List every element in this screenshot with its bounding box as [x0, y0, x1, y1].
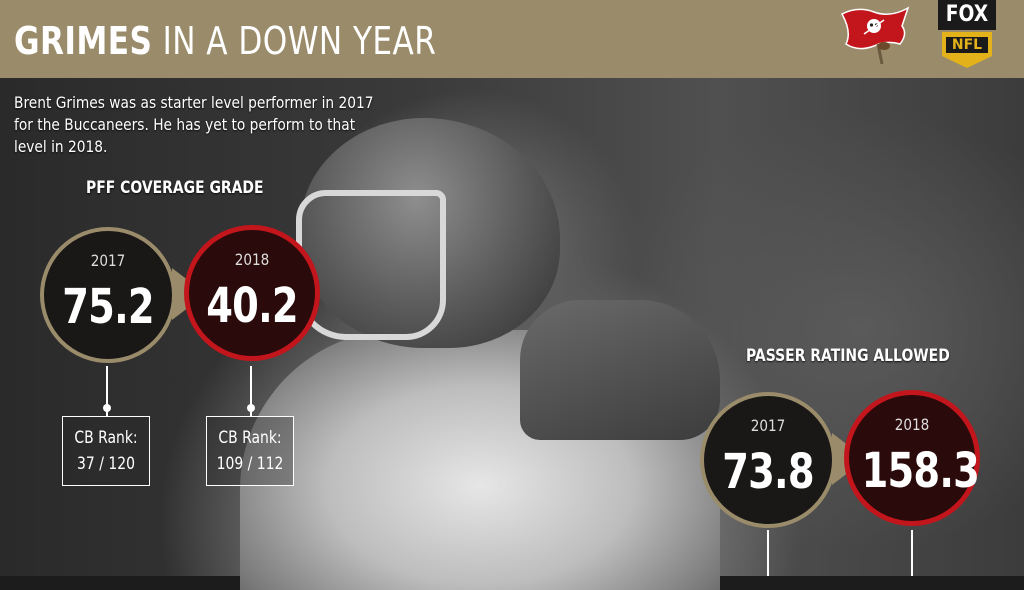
pff-2018-connector	[250, 366, 252, 416]
passer-2017-value: 73.8	[722, 444, 814, 500]
fox-logo-text: FOX	[945, 2, 989, 27]
page-title: GRIMES IN A DOWN YEAR	[14, 16, 436, 66]
buccaneers-flag-icon	[840, 6, 910, 65]
title-rest: IN A DOWN YEAR	[152, 19, 437, 63]
pff-2017-year: 2017	[90, 251, 126, 270]
passer-2018-year: 2018	[894, 415, 930, 434]
pff-2017-connector-dot	[103, 404, 111, 412]
passer-2017-connector	[767, 530, 769, 576]
passer-2018-circle: 2018 158.3	[844, 390, 980, 526]
fox-nfl-logo-icon	[938, 0, 996, 68]
pff-2018-cb-rank: CB Rank: 109 / 112	[206, 416, 294, 486]
header-bar: GRIMES IN A DOWN YEAR FOX NFL	[0, 0, 1024, 78]
passer-rating-allowed-label: PASSER RATING ALLOWED	[746, 346, 950, 366]
passer-2017-circle: 2017 73.8	[700, 392, 836, 528]
pff-coverage-grade-label: PFF COVERAGE GRADE	[86, 178, 264, 198]
title-bold: GRIMES	[14, 19, 153, 63]
cb-rank-label: CB Rank:	[74, 428, 138, 448]
passer-2018-value: 158.3	[861, 443, 980, 499]
cb-rank-label: CB Rank:	[218, 428, 282, 448]
cb-rank-value: 37 / 120	[77, 454, 135, 474]
pff-2017-value: 75.2	[62, 279, 154, 335]
pff-2018-year: 2018	[234, 250, 270, 269]
passer-2017-year: 2017	[750, 416, 786, 435]
player-facemask	[296, 190, 446, 340]
pff-2017-circle: 2017 75.2	[40, 227, 176, 363]
pff-2017-connector	[106, 366, 108, 416]
pff-2017-cb-rank: CB Rank: 37 / 120	[62, 416, 150, 486]
player-shoulder	[520, 300, 720, 440]
cb-rank-value: 109 / 112	[216, 454, 284, 474]
pff-2018-value: 40.2	[206, 278, 298, 334]
nfl-logo-text: NFL	[951, 37, 983, 53]
subtitle: Brent Grimes was as starter level perfor…	[14, 93, 374, 156]
pff-2018-circle: 2018 40.2	[184, 225, 320, 361]
pff-2018-connector-dot	[247, 404, 255, 412]
passer-2018-connector	[911, 530, 913, 576]
